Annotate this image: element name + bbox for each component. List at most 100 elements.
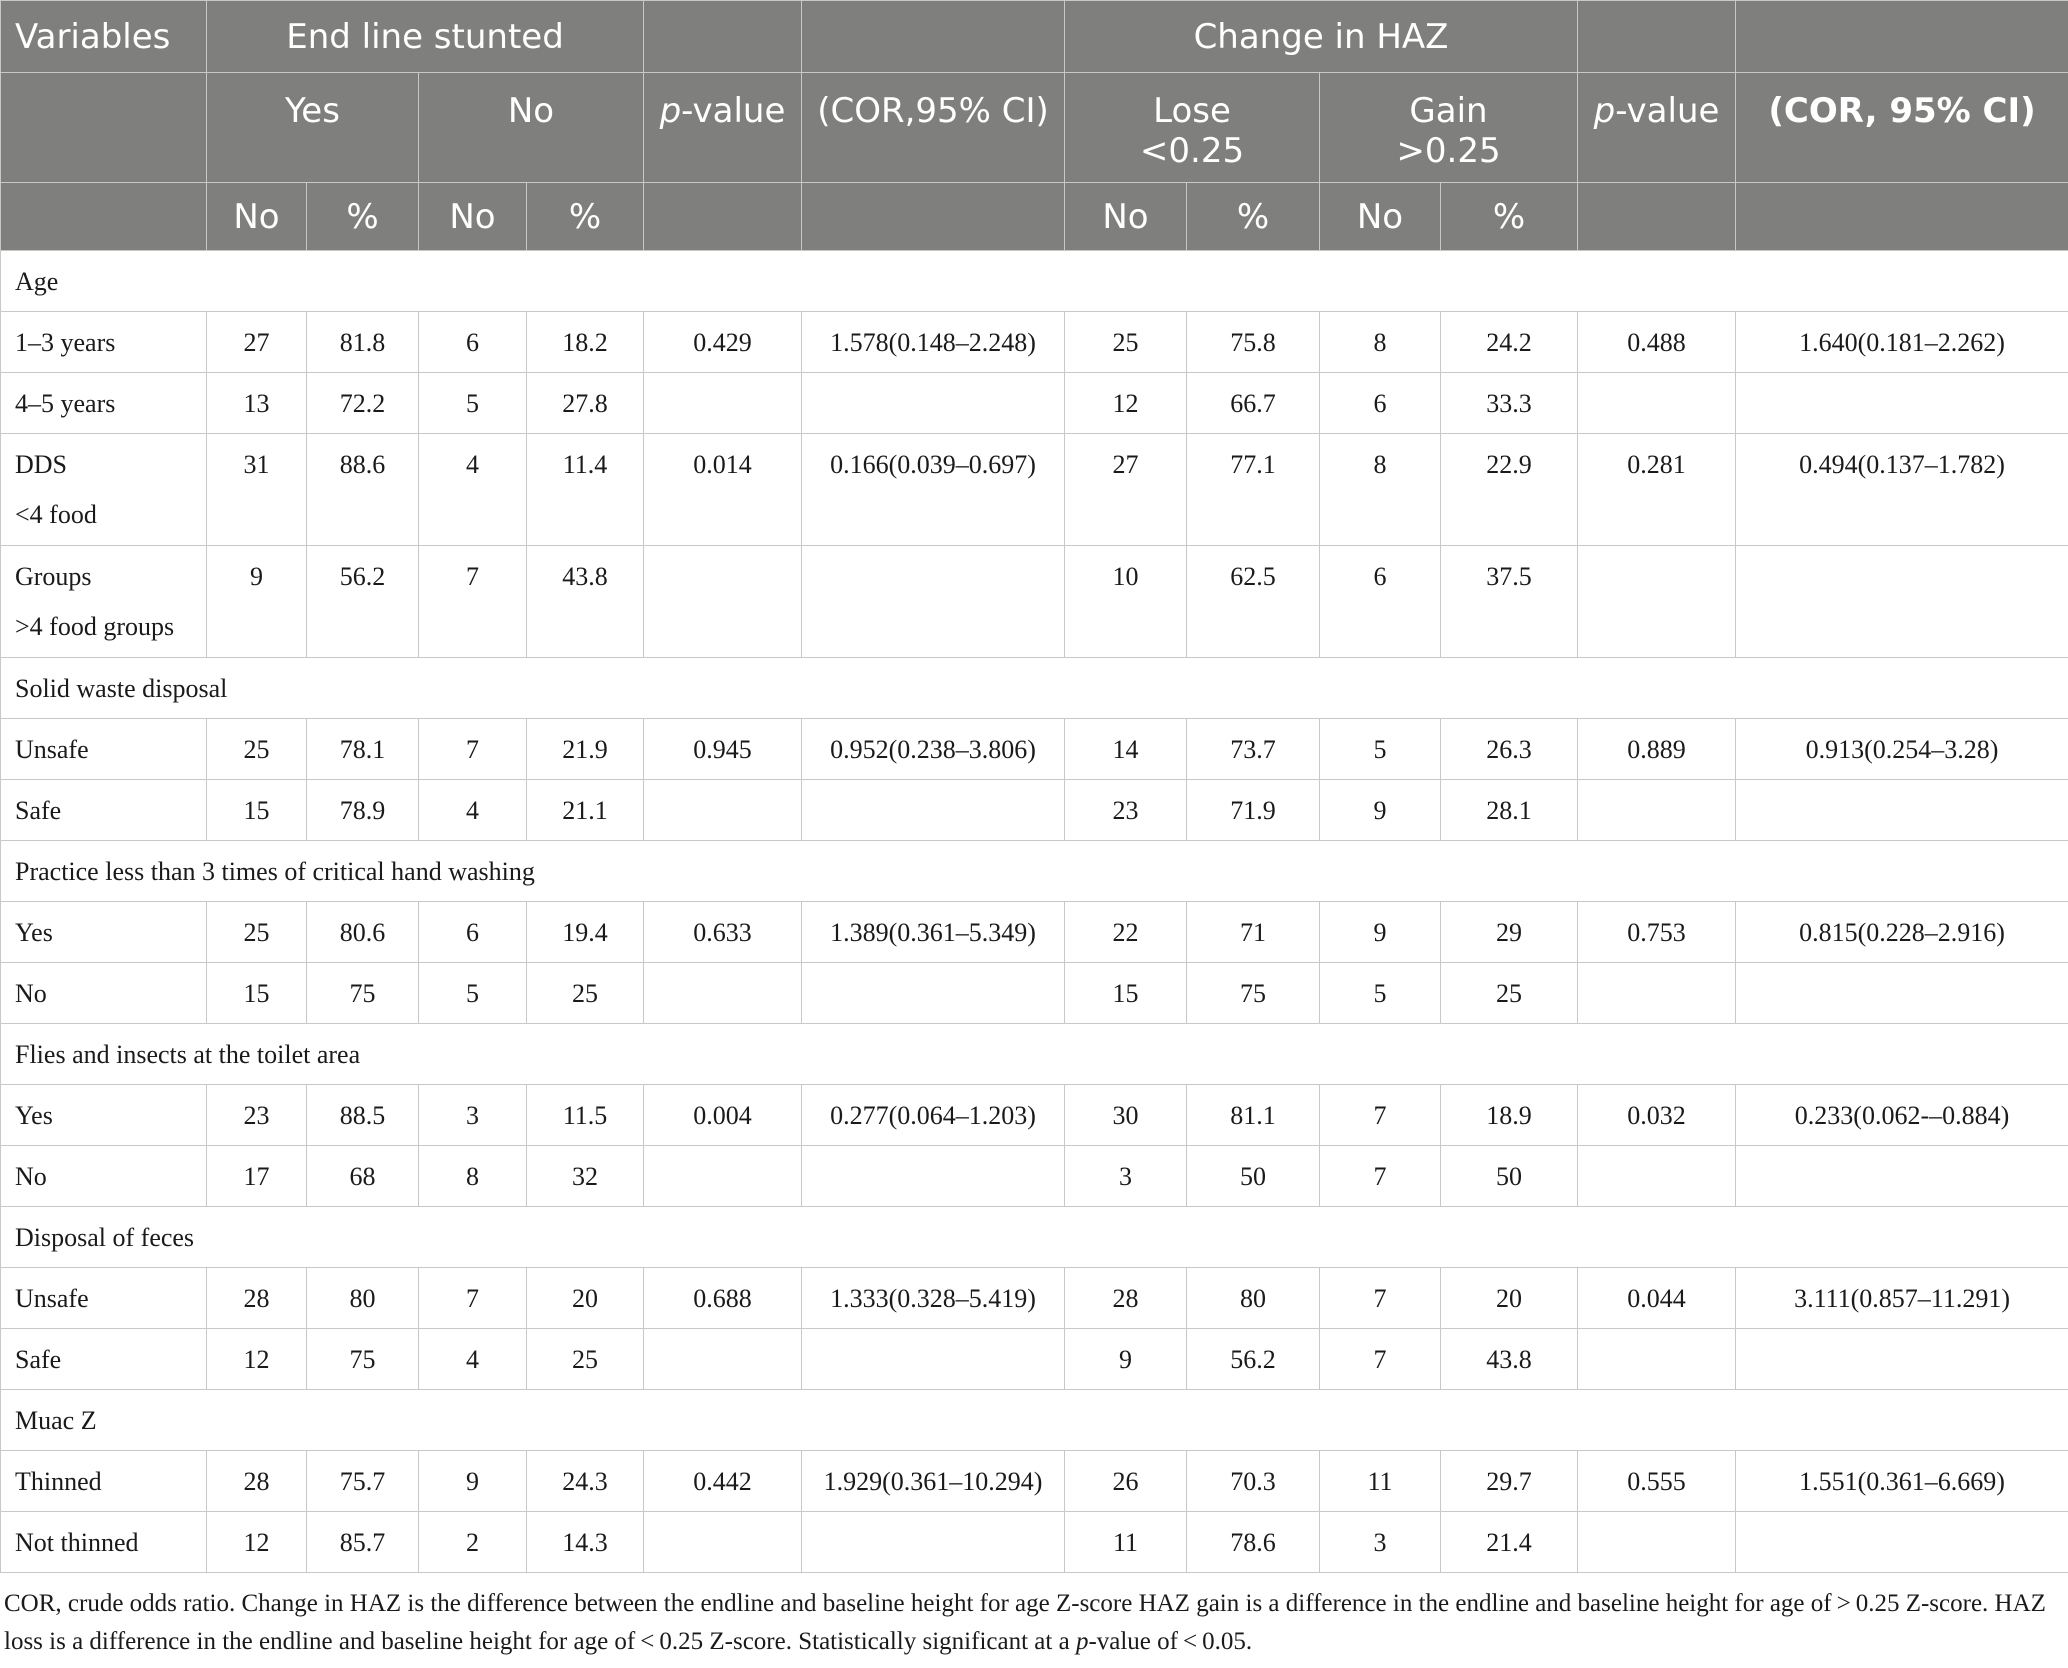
- row-label: No: [0, 962, 207, 1024]
- table-cell: 15: [206, 779, 307, 841]
- table-cell: 0.166(0.039–0.697): [801, 433, 1065, 546]
- table-cell: 72.2: [306, 372, 419, 434]
- table-row: Safe 15 78.9 4 21.1 23 71.9 9 28.1: [0, 779, 2068, 841]
- table-cell: 50: [1439, 1145, 1579, 1207]
- sub-header-no: No: [1319, 182, 1441, 251]
- table-cell: 1.929(0.361–10.294): [801, 1450, 1065, 1512]
- table-cell: [643, 372, 802, 434]
- table-cell: 26: [1064, 1450, 1187, 1512]
- table-cell: [801, 545, 1065, 658]
- table-cell: [1577, 1511, 1737, 1573]
- table-cell: 0.233(0.062-–0.884): [1735, 1084, 2068, 1146]
- table-cell: 30: [1064, 1084, 1187, 1146]
- table-cell: 20: [1439, 1267, 1579, 1329]
- table-cell: 10: [1064, 545, 1187, 658]
- table-row: Not thinned 12 85.7 2 14.3 11 78.6 3 21.4: [0, 1511, 2068, 1573]
- table-cell: 88.5: [306, 1084, 419, 1146]
- header-cor-ci-1: (COR,95% CI): [801, 72, 1065, 183]
- table-row: No 15 75 5 25 15 75 5 25: [0, 962, 2068, 1024]
- table-cell: 56.2: [1186, 1328, 1320, 1390]
- table-cell: 18.2: [526, 311, 644, 373]
- table-cell: 20: [526, 1267, 644, 1329]
- table-cell: 24.2: [1439, 311, 1579, 373]
- section-heading: Flies and insects at the toilet area: [0, 1023, 2068, 1085]
- table-cell: 27: [1064, 433, 1187, 546]
- table-cell: 66.7: [1186, 372, 1320, 434]
- row-label-text: Safe: [15, 1345, 62, 1374]
- table-cell: 78.6: [1186, 1511, 1320, 1573]
- section-heading: Disposal of feces: [0, 1206, 2068, 1268]
- sub-header-pct: %: [526, 182, 644, 251]
- table-cell: 9: [1319, 779, 1441, 841]
- table-cell: 7: [1319, 1328, 1441, 1390]
- table-row: No 17 68 8 32 3 50 7 50: [0, 1145, 2068, 1207]
- table-cell: 21.9: [526, 718, 644, 780]
- section-row: Flies and insects at the toilet area: [0, 1023, 2068, 1085]
- table-cell: [1577, 779, 1737, 841]
- header-blank-cor2: [1735, 0, 2068, 73]
- table-cell: 75: [306, 962, 419, 1024]
- header-endline-stunted: End line stunted: [206, 0, 644, 73]
- table-cell: 12: [1064, 372, 1187, 434]
- row-label-text: Thinned: [15, 1467, 102, 1496]
- row-label: Safe: [0, 779, 207, 841]
- section-row: Practice less than 3 times of critical h…: [0, 840, 2068, 902]
- header-blank-p3: [643, 182, 802, 251]
- row-label-text: No: [15, 979, 47, 1008]
- row-label-text: DDS: [15, 450, 68, 479]
- gain-threshold: >0.25: [1396, 131, 1501, 171]
- p-italic: p: [659, 91, 682, 131]
- table-cell: [801, 1328, 1065, 1390]
- row-label-text: 4–5 years: [15, 389, 116, 418]
- table-cell: 81.8: [306, 311, 419, 373]
- table-cell: 1.551(0.361–6.669): [1735, 1450, 2068, 1512]
- table-cell: 11.5: [526, 1084, 644, 1146]
- table-cell: 9: [1319, 901, 1441, 963]
- table-cell: [643, 1511, 802, 1573]
- table-cell: [801, 1145, 1065, 1207]
- header-blank-cor4: [1735, 182, 2068, 251]
- sub-header-no: No: [418, 182, 527, 251]
- table-cell: [643, 1328, 802, 1390]
- row-label-text: Unsafe: [15, 1284, 89, 1313]
- table-cell: 22.9: [1439, 433, 1579, 546]
- row-label-text-2: >4 food groups: [15, 612, 175, 641]
- table-cell: 29: [1439, 901, 1579, 963]
- table-cell: 3.111(0.857–11.291): [1735, 1267, 2068, 1329]
- p-value-suffix: -value: [681, 91, 786, 131]
- table-row: Unsafe 28 80 7 20 0.688 1.333(0.328–5.419) 28 80…: [0, 1267, 2068, 1329]
- sub-header-pct: %: [1439, 182, 1579, 251]
- table-cell: 25: [206, 718, 307, 780]
- table-cell: 8: [418, 1145, 527, 1207]
- table-cell: 6: [418, 901, 527, 963]
- table-cell: 3: [418, 1084, 527, 1146]
- table-cell: [801, 962, 1065, 1024]
- row-label: No: [0, 1145, 207, 1207]
- header-blank-p1: [643, 0, 802, 73]
- row-label: Thinned: [0, 1450, 207, 1512]
- table-cell: [801, 779, 1065, 841]
- table-cell: 0.688: [643, 1267, 802, 1329]
- table-cell: 6: [1319, 372, 1441, 434]
- table-cell: [1577, 1328, 1737, 1390]
- row-label-text: 1–3 years: [15, 328, 116, 357]
- table-row: 4–5 years 13 72.2 5 27.8 12 66.7 6 33.3: [0, 372, 2068, 434]
- results-table: Variables End line stunted Change in HAZ…: [0, 0, 2068, 1573]
- table-cell: 11: [1319, 1450, 1441, 1512]
- table-cell: 73.7: [1186, 718, 1320, 780]
- table-cell: 80.6: [306, 901, 419, 963]
- table-cell: 0.889: [1577, 718, 1737, 780]
- table-cell: 6: [418, 311, 527, 373]
- table-cell: 0.494(0.137–1.782): [1735, 433, 2068, 546]
- header-p-value-2: p-value: [1577, 72, 1737, 183]
- row-label-text: Yes: [15, 918, 53, 947]
- row-label-text-2: <4 food: [15, 500, 97, 529]
- table-cell: [1577, 962, 1737, 1024]
- header-blank-var3: [0, 182, 207, 251]
- table-cell: 7: [1319, 1084, 1441, 1146]
- table-cell: 23: [206, 1084, 307, 1146]
- table-cell: 2: [418, 1511, 527, 1573]
- table-row: Safe 12 75 4 25 9 56.2 7 43.8: [0, 1328, 2068, 1390]
- table-cell: 3: [1064, 1145, 1187, 1207]
